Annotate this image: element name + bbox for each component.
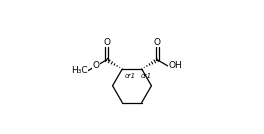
Text: H₃C: H₃C [71, 66, 87, 75]
Text: O: O [154, 38, 161, 47]
Text: O: O [103, 38, 110, 47]
Text: or1: or1 [140, 73, 151, 79]
Text: O: O [93, 61, 100, 70]
Text: or1: or1 [125, 73, 136, 79]
Text: OH: OH [168, 61, 182, 70]
